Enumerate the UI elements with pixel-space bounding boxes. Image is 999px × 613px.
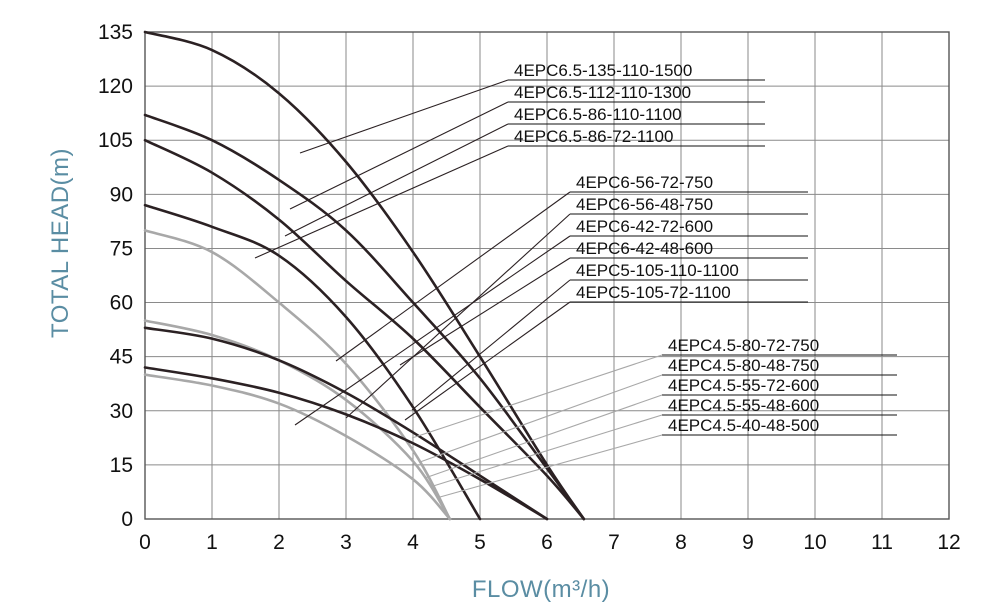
leader-line: [399, 257, 571, 366]
leader-line: [289, 101, 509, 210]
leader-line: [294, 235, 571, 426]
x-tick-label: 7: [608, 531, 620, 554]
leader-line: [345, 213, 571, 419]
x-tick-label: 8: [675, 531, 687, 554]
model-label: 4EPC4.5-40-48-500: [668, 416, 819, 435]
pump-curve-4EPC6-42-72-600: [143, 229, 452, 521]
leader-line: [254, 145, 509, 259]
y-tick-label: 135: [98, 21, 133, 44]
pump-curves: [143, 30, 586, 521]
x-axis-title: FLOW(m³/h): [472, 576, 610, 603]
model-label: 4EPC6-56-72-750: [576, 173, 713, 192]
x-tick-label: 6: [541, 531, 553, 554]
model-label: 4EPC5-105-72-1100: [576, 283, 731, 302]
model-label: 4EPC6.5-135-110-1500: [514, 61, 692, 80]
leader-line: [411, 354, 663, 439]
leader-line: [404, 301, 571, 421]
leader-line: [335, 191, 571, 362]
pump-curve-4EPC6-56-72-750: [143, 326, 549, 521]
leader-line: [419, 374, 663, 463]
model-label: 4EPC6-56-48-750: [576, 195, 713, 214]
pump-curve-4EPC6-42-48-600: [143, 319, 452, 521]
leader-line: [429, 414, 663, 488]
label-leader-lines: [254, 79, 897, 498]
x-tick-label: 9: [742, 531, 754, 554]
pump-curve-4EPC6.5-86-110-1100: [143, 138, 586, 521]
pump-curve-4EPC6-56-48-750: [143, 366, 549, 521]
pump-curve-4EPC6.5-86-72-1100: [143, 203, 482, 521]
x-tick-label: 12: [937, 531, 960, 554]
model-label: 4EPC6-42-48-600: [576, 239, 713, 258]
x-tick-label: 0: [139, 531, 151, 554]
model-label: 4EPC4.5-55-48-600: [668, 396, 819, 415]
x-tick-label: 11: [871, 531, 893, 554]
pump-curve-4EPC6.5-112-110-1300: [143, 113, 586, 521]
y-tick-label: 0: [121, 508, 133, 531]
y-axis-title: TOTAL HEAD(m): [47, 148, 74, 338]
y-tick-label: 45: [110, 346, 133, 369]
leader-line: [299, 79, 509, 154]
y-tick-label: 15: [110, 454, 133, 477]
pump-curve-4EPC6.5-135-110-1500: [143, 30, 586, 521]
model-label: 4EPC4.5-80-48-750: [668, 356, 819, 375]
x-tick-label: 5: [474, 531, 486, 554]
y-tick-label: 120: [98, 75, 133, 98]
leader-line: [411, 279, 571, 411]
model-label: 4EPC6-42-72-600: [576, 217, 713, 236]
leader-line: [284, 123, 509, 237]
model-label: 4EPC4.5-55-72-600: [668, 376, 819, 395]
y-tick-label: 60: [110, 292, 133, 315]
model-label: 4EPC4.5-80-72-750: [668, 336, 819, 355]
y-tick-label: 30: [110, 400, 133, 423]
y-tick-label: 105: [98, 129, 133, 152]
model-label: 4EPC6.5-86-72-1100: [514, 127, 673, 146]
pump-curve-4EPC5-105-110-1100: [143, 373, 452, 521]
x-tick-label: 4: [407, 531, 419, 554]
y-tick-label: 75: [110, 237, 133, 260]
model-label: 4EPC6.5-86-110-1100: [514, 105, 682, 124]
leader-line: [439, 434, 663, 498]
x-tick-label: 3: [340, 531, 352, 554]
x-tick-label: 2: [273, 531, 285, 554]
y-tick-label: 90: [110, 183, 133, 206]
model-label: 4EPC6.5-112-110-1300: [514, 83, 691, 102]
leader-line: [424, 394, 663, 479]
x-tick-label: 1: [206, 531, 218, 554]
model-label: 4EPC5-105-110-1100: [576, 261, 739, 280]
x-tick-label: 10: [803, 531, 826, 554]
model-labels: 4EPC6.5-135-110-1500 4EPC6.5-112-110-1300…: [514, 61, 819, 435]
